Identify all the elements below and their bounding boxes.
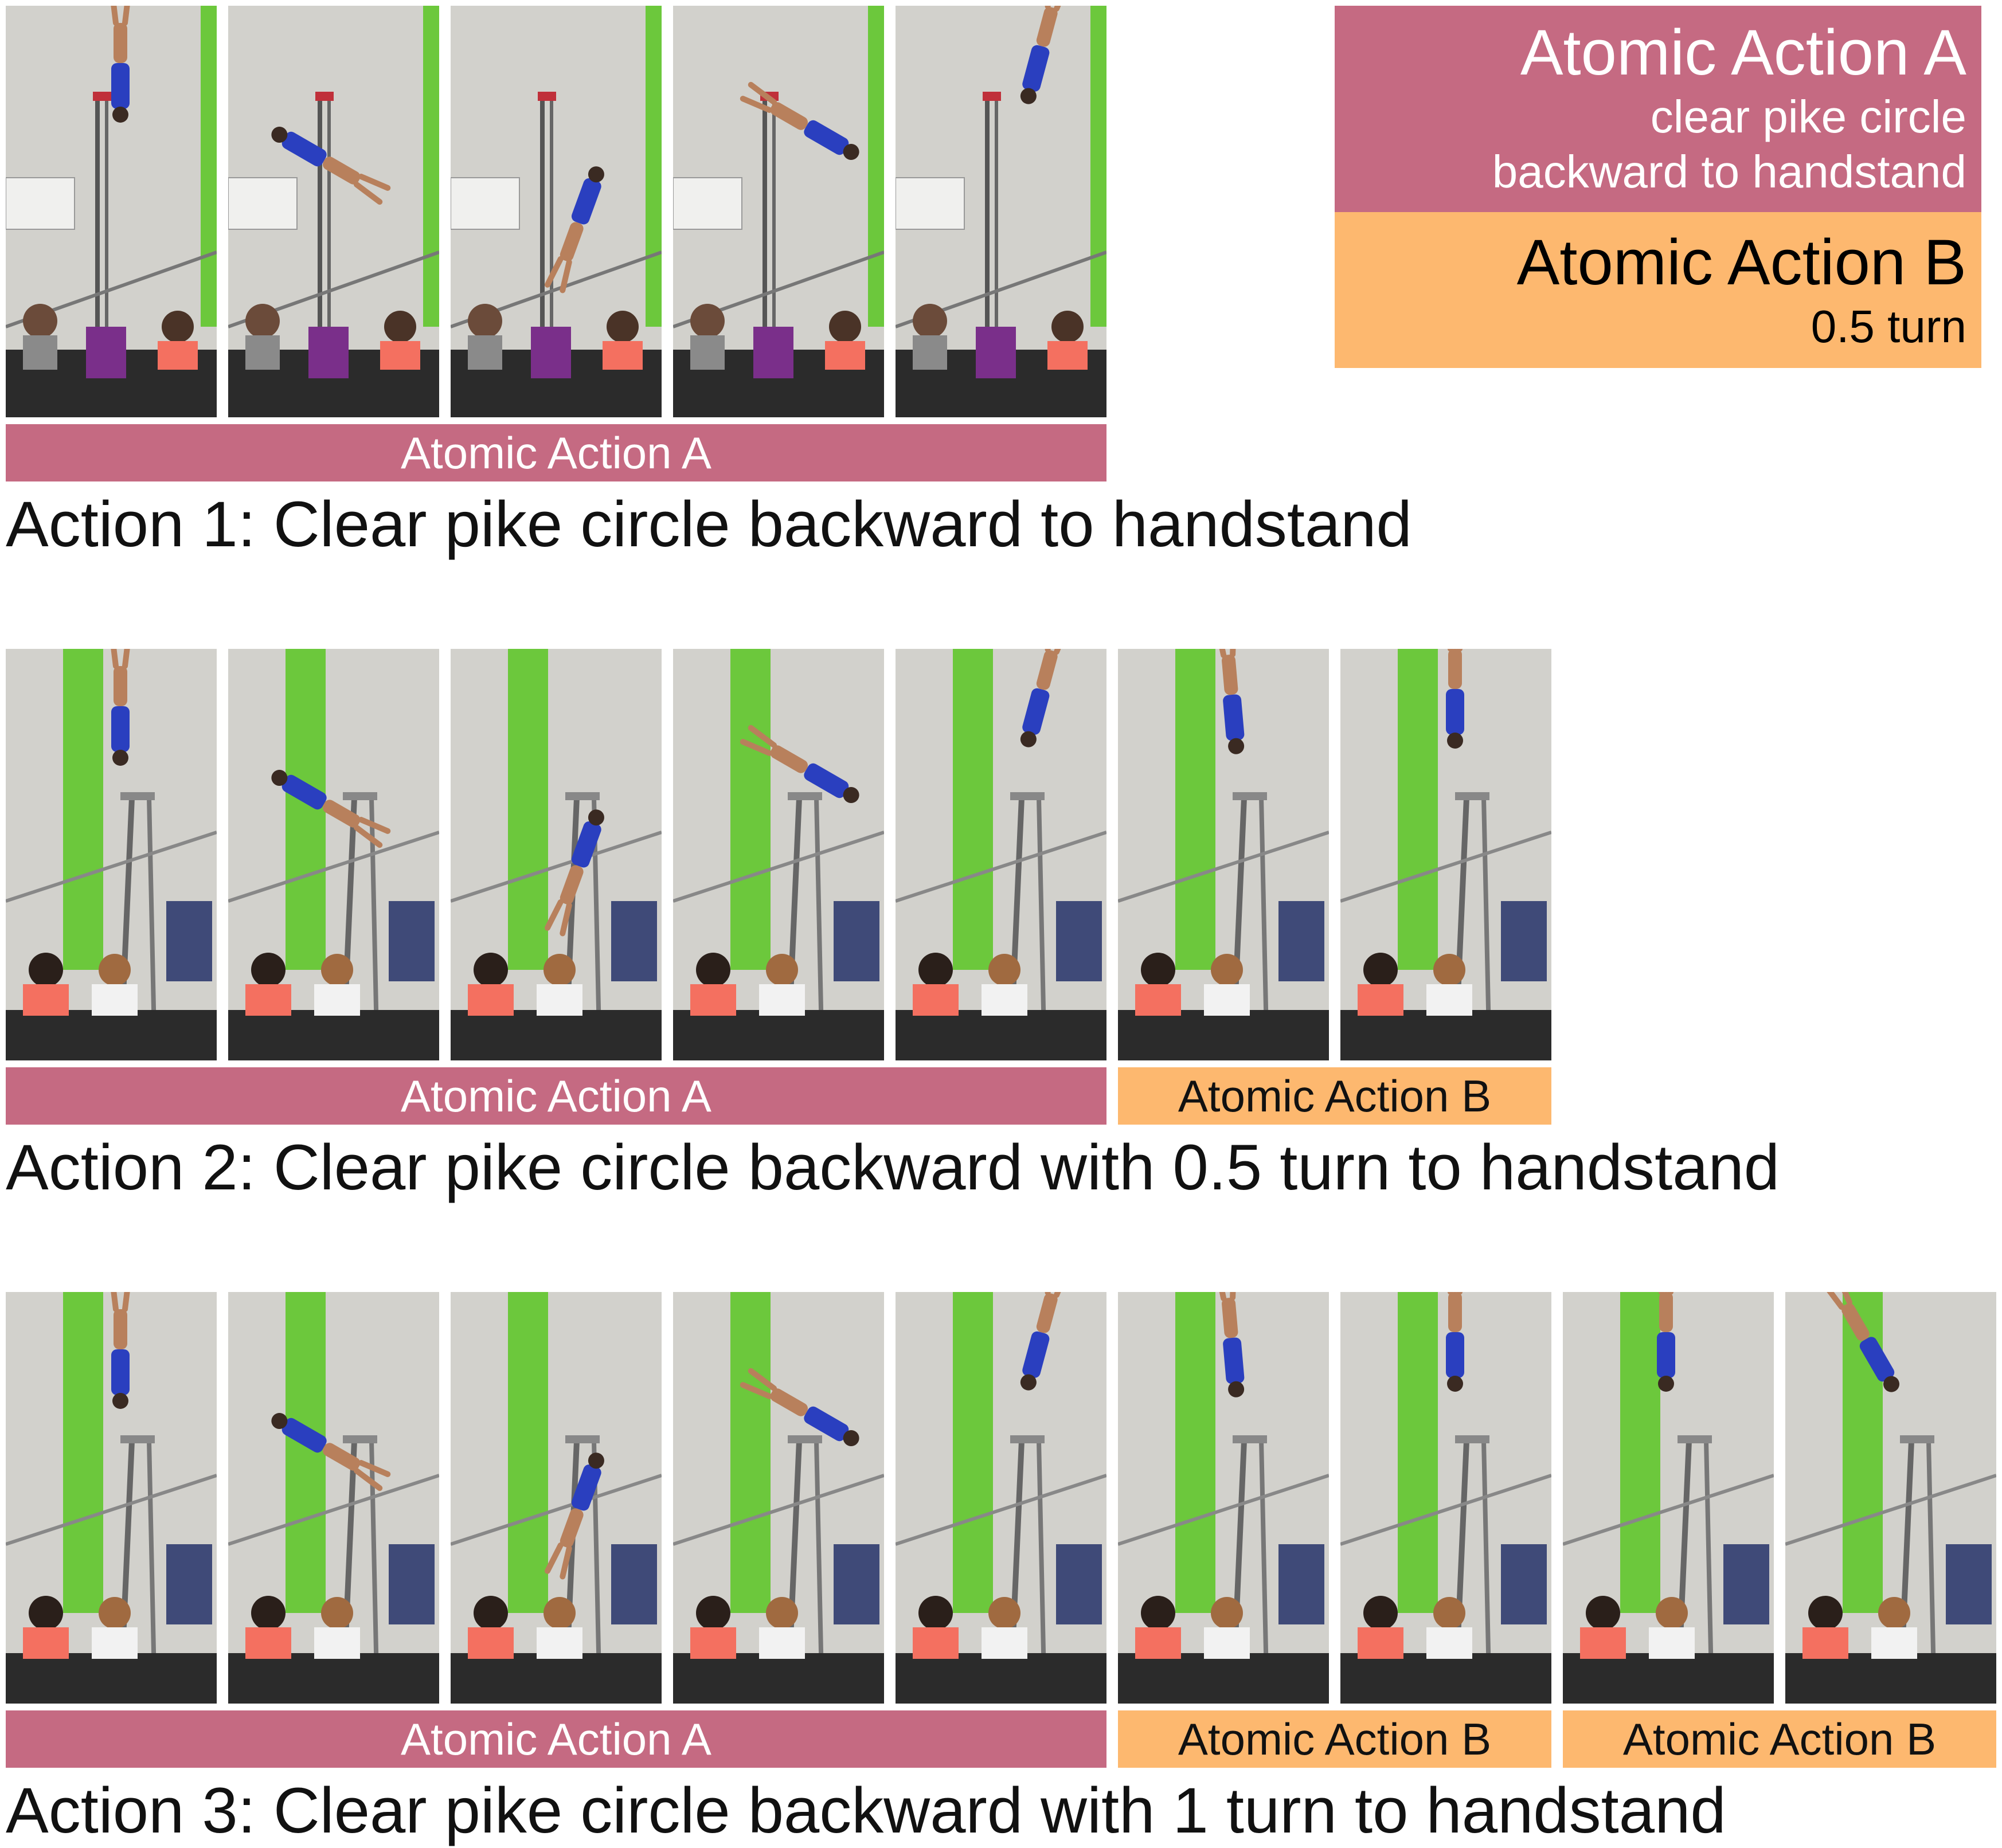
frame-illustration xyxy=(228,1292,439,1704)
frame-illustration xyxy=(228,6,439,417)
video-frame xyxy=(1340,1292,1551,1704)
segment-atomic-action-b: Atomic Action B xyxy=(1118,1067,1551,1125)
frame-illustration xyxy=(451,649,662,1060)
frame-illustration xyxy=(228,649,439,1060)
video-frame xyxy=(896,6,1106,417)
frame-illustration xyxy=(6,6,217,417)
legend-b-desc: 0.5 turn xyxy=(1811,301,1966,352)
frame-illustration xyxy=(673,649,884,1060)
frame-illustration xyxy=(1118,1292,1329,1704)
legend-a-title: Atomic Action A xyxy=(1520,17,1966,88)
action-1-caption: Action 1: Clear pike circle backward to … xyxy=(6,488,1412,560)
frame-illustration xyxy=(6,649,217,1060)
video-frame xyxy=(1118,1292,1329,1704)
segment-atomic-action-b: Atomic Action B xyxy=(1563,1710,1996,1768)
frame-illustration xyxy=(1340,1292,1551,1704)
frame-illustration xyxy=(451,1292,662,1704)
video-frame xyxy=(1118,649,1329,1060)
video-frame xyxy=(6,1292,217,1704)
video-frame xyxy=(451,1292,662,1704)
legend-a-desc-line2: backward to handstand xyxy=(1492,146,1966,197)
segment-atomic-action-a: Atomic Action A xyxy=(6,1710,1106,1768)
video-frame xyxy=(1563,1292,1774,1704)
video-frame xyxy=(896,1292,1106,1704)
legend-atomic-action-b: Atomic Action B 0.5 turn xyxy=(1335,212,1981,368)
frame-illustration xyxy=(673,6,884,417)
legend-atomic-action-a: Atomic Action A clear pike circle backwa… xyxy=(1335,6,1981,212)
action-2-caption: Action 2: Clear pike circle backward wit… xyxy=(6,1131,1780,1203)
video-frame xyxy=(1340,649,1551,1060)
frame-illustration xyxy=(6,1292,217,1704)
segment-atomic-action-b: Atomic Action B xyxy=(1118,1710,1551,1768)
video-frame xyxy=(673,6,884,417)
video-frame xyxy=(6,649,217,1060)
video-frame xyxy=(673,1292,884,1704)
frame-illustration xyxy=(896,6,1106,417)
legend: Atomic Action A clear pike circle backwa… xyxy=(1335,6,1981,368)
video-frame xyxy=(451,6,662,417)
frame-illustration xyxy=(451,6,662,417)
video-frame xyxy=(228,6,439,417)
frame-illustration xyxy=(1563,1292,1774,1704)
video-frame xyxy=(896,649,1106,1060)
video-frame xyxy=(451,649,662,1060)
video-frame xyxy=(673,649,884,1060)
action-3-caption: Action 3: Clear pike circle backward wit… xyxy=(6,1775,1726,1846)
legend-b-title: Atomic Action B xyxy=(1516,226,1966,298)
frame-illustration xyxy=(1118,649,1329,1060)
video-frame xyxy=(6,6,217,417)
video-frame xyxy=(228,1292,439,1704)
video-frame xyxy=(228,649,439,1060)
video-frame xyxy=(1785,1292,1996,1704)
legend-a-desc-line1: clear pike circle xyxy=(1650,91,1966,142)
frame-illustration xyxy=(673,1292,884,1704)
segment-atomic-action-a: Atomic Action A xyxy=(6,1067,1106,1125)
frame-illustration xyxy=(896,649,1106,1060)
frame-illustration xyxy=(1340,649,1551,1060)
frame-illustration xyxy=(1785,1292,1996,1704)
frame-illustration xyxy=(896,1292,1106,1704)
segment-atomic-action-a: Atomic Action A xyxy=(6,424,1106,481)
